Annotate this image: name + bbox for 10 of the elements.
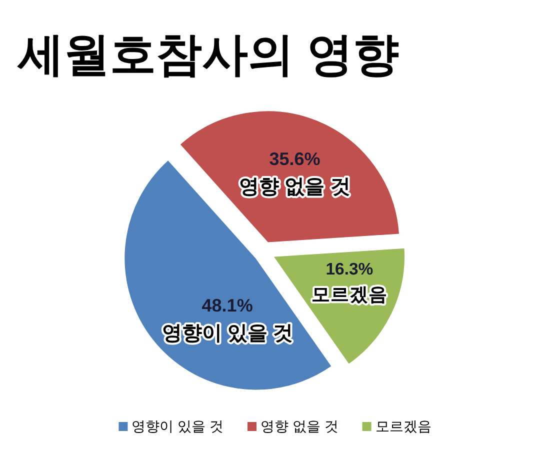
slice-label: 모르겠음: [311, 283, 388, 304]
slice-label: 영향 없을 것: [239, 176, 350, 198]
data-label: 48.1%: [202, 295, 253, 316]
legend-label: 모르겠음: [375, 418, 432, 434]
data-label: 16.3%: [326, 259, 374, 278]
legend-label: 영향이 있을 것: [132, 418, 224, 434]
chart-title: 세월호참사의 영향: [17, 28, 399, 80]
slice-label: 영향이 있을 것: [162, 322, 293, 344]
data-label: 35.6%: [269, 148, 320, 169]
legend-label: 영향 없을 것: [260, 418, 338, 434]
